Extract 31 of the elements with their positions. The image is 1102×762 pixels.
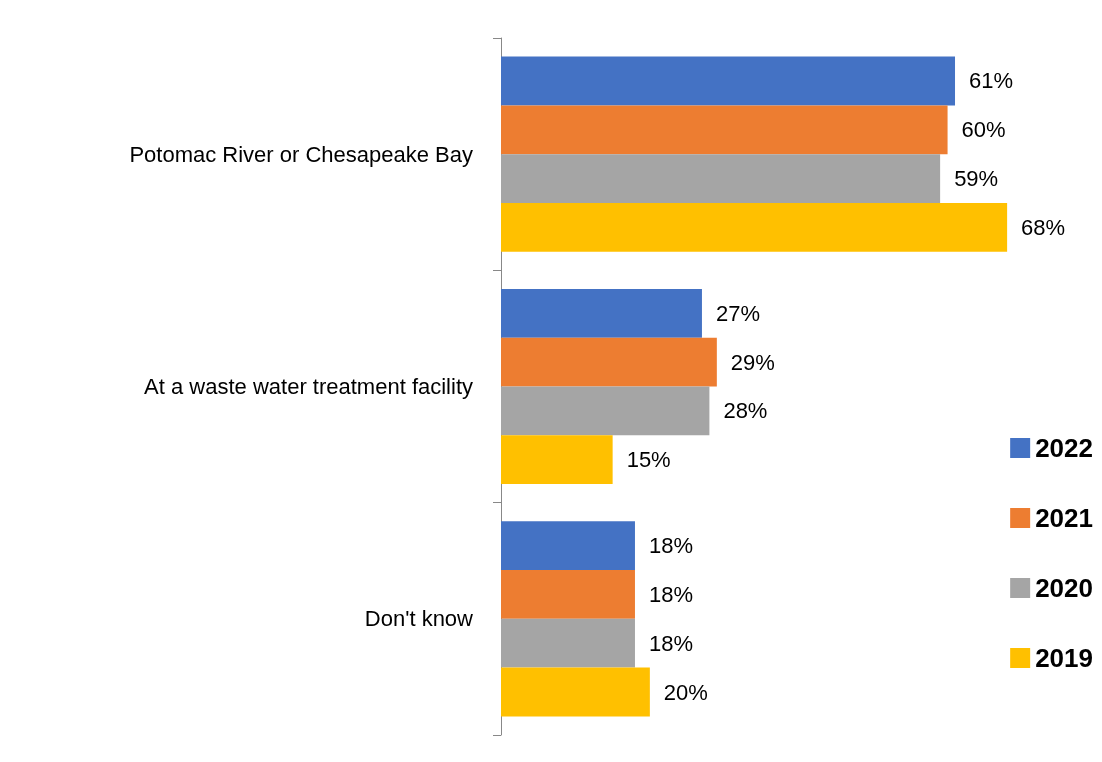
bar	[501, 288, 702, 338]
data-label: 27%	[715, 300, 760, 326]
bar	[501, 618, 635, 668]
bar	[501, 386, 710, 436]
legend-label: 2021	[1035, 503, 1093, 533]
legend-label: 2020	[1035, 573, 1093, 603]
data-label: 29%	[730, 349, 775, 375]
data-label: 18%	[648, 630, 694, 656]
data-label: 18%	[648, 533, 694, 559]
data-label: 61%	[969, 68, 1014, 94]
legend-label: 2019	[1035, 643, 1093, 673]
data-label: 20%	[663, 679, 708, 705]
data-label: 18%	[648, 581, 694, 607]
bar	[501, 570, 635, 619]
bar	[501, 56, 956, 106]
bar	[501, 202, 1008, 252]
bar	[501, 667, 650, 717]
bar	[501, 521, 635, 571]
data-label: 15%	[626, 447, 671, 473]
data-label: 68%	[1021, 214, 1066, 240]
y-tick-label: At a waste water treatment facility	[144, 374, 473, 399]
data-label: 59%	[954, 166, 999, 192]
bar	[501, 154, 941, 203]
bar	[501, 337, 717, 387]
legend-label: 2022	[1035, 433, 1093, 463]
y-tick-label: Potomac River or Chesapeake Bay	[129, 141, 473, 167]
bar	[501, 105, 948, 155]
data-label: 60%	[961, 117, 1006, 143]
bar	[501, 435, 613, 485]
y-tick-label: Don't know	[364, 606, 474, 632]
data-label: 28%	[723, 398, 768, 424]
